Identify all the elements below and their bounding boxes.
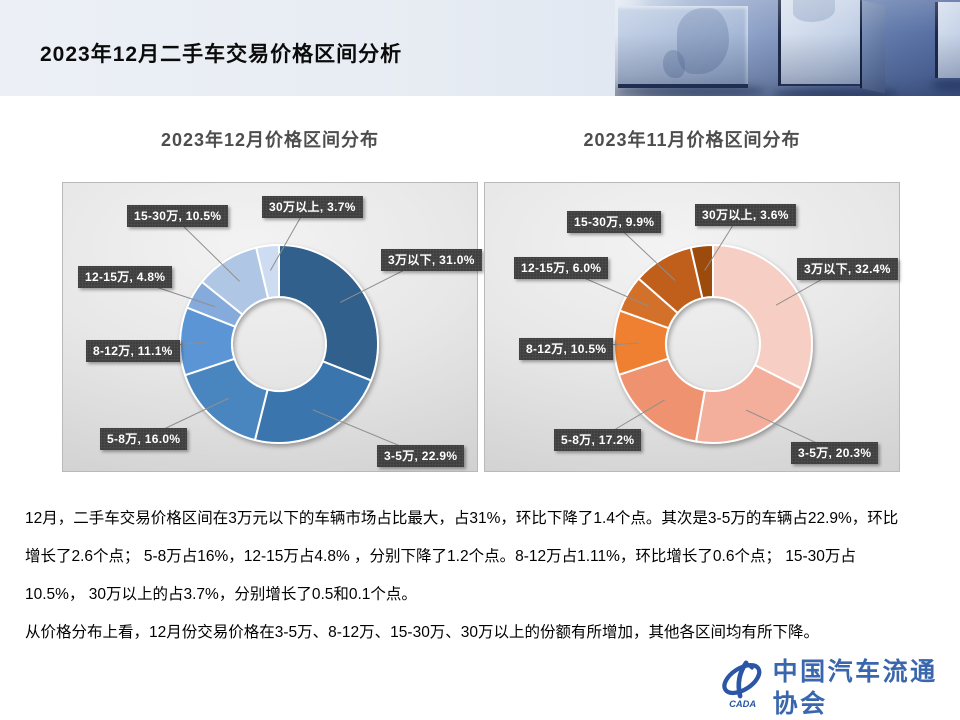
slice-label-5-8万: 5-8万, 17.2% <box>554 429 642 451</box>
page-title: 2023年12月二手车交易价格区间分析 <box>40 43 403 66</box>
donut-slice-30万以上 <box>255 244 280 300</box>
slice-label-15-30万: 15-30万, 9.9% <box>567 211 662 233</box>
cube-graphic <box>778 0 860 86</box>
cube-graphic <box>618 6 748 88</box>
cada-logo: CADA 中国汽车流通协会 China Automobile Dealers A… <box>718 656 960 720</box>
slice-label-12-15万: 12-15万, 4.8% <box>78 266 173 288</box>
donut-slice-30万以上 <box>689 244 714 300</box>
slice-label-15-30万: 15-30万, 10.5% <box>127 205 229 227</box>
world-map-texture <box>677 8 729 74</box>
header-banner: 2023年12月二手车交易价格区间分析 <box>0 0 960 96</box>
donut-chart-november: 3万以下, 32.4% 3-5万, 20.3% 5-8万, 17.2% 8-12万, … <box>484 182 900 472</box>
slice-label-30万以上: 30万以上, 3.7% <box>262 196 363 218</box>
donut-slice-3-5万 <box>694 364 803 444</box>
analysis-line: 12月，二手车交易价格区间在3万元以下的车辆市场占比最大，占31%，环比下降了1… <box>25 510 899 527</box>
donut-svg <box>122 205 427 456</box>
chart-title-december: 2023年12月价格区间分布 <box>160 130 380 150</box>
donut-chart-december: 3万以下, 31.0% 3-5万, 22.9% 5-8万, 16.0% 8-12万, … <box>62 182 482 472</box>
slice-label-12-15万: 12-15万, 6.0% <box>514 257 609 279</box>
analysis-line: 从价格分布上看，12月份交易价格在3-5万、8-12万、15-30万、30万以上… <box>25 624 820 641</box>
header-fade <box>615 0 649 96</box>
slice-label-8-12万: 8-12万, 10.5% <box>519 338 614 360</box>
analysis-text: 12月，二手车交易价格区间在3万元以下的车辆市场占比最大，占31%，环比下降了1… <box>25 500 940 652</box>
header-cubes-graphic <box>615 0 960 96</box>
analysis-line: 10.5%， 30万以上的占3.7%，分别增长了0.5和0.1个点。 <box>25 586 417 603</box>
world-map-texture <box>663 50 685 78</box>
slice-label-3-5万: 3-5万, 20.3% <box>791 442 879 464</box>
cube-graphic <box>935 2 960 78</box>
donut-slice-3万以下 <box>278 244 379 382</box>
cada-logo-text: 中国汽车流通协会 China Automobile Dealers Associ… <box>773 656 960 720</box>
slice-label-3万以下: 3万以下, 32.4% <box>797 258 898 280</box>
slice-label-5-8万: 5-8万, 16.0% <box>100 428 188 450</box>
cube-shadow <box>773 88 898 96</box>
world-map-texture <box>793 0 835 22</box>
donut-slice-3-5万 <box>253 360 373 444</box>
cada-badge-text: CADA <box>729 699 756 709</box>
donut-svg <box>558 213 843 453</box>
slice-label-8-12万: 8-12万, 11.1% <box>86 340 180 362</box>
donut-slice-3万以下 <box>712 244 813 390</box>
org-name-chinese: 中国汽车流通协会 <box>772 658 938 718</box>
cube-shadow <box>615 85 765 96</box>
cube-graphic <box>860 0 885 94</box>
cada-logo-icon: CADA <box>722 660 762 709</box>
cube-shadow <box>931 80 960 90</box>
slice-label-30万以上: 30万以上, 3.6% <box>695 204 796 226</box>
chart-title-november: 2023年11月价格区间分布 <box>583 130 801 150</box>
analysis-line: 增长了2.6个点； 5-8万占16%，12-15万占4.8% ，分别下降了1.2… <box>25 548 856 565</box>
slice-label-3万以下: 3万以下, 31.0% <box>381 249 482 271</box>
slice-label-3-5万: 3-5万, 22.9% <box>377 445 465 467</box>
